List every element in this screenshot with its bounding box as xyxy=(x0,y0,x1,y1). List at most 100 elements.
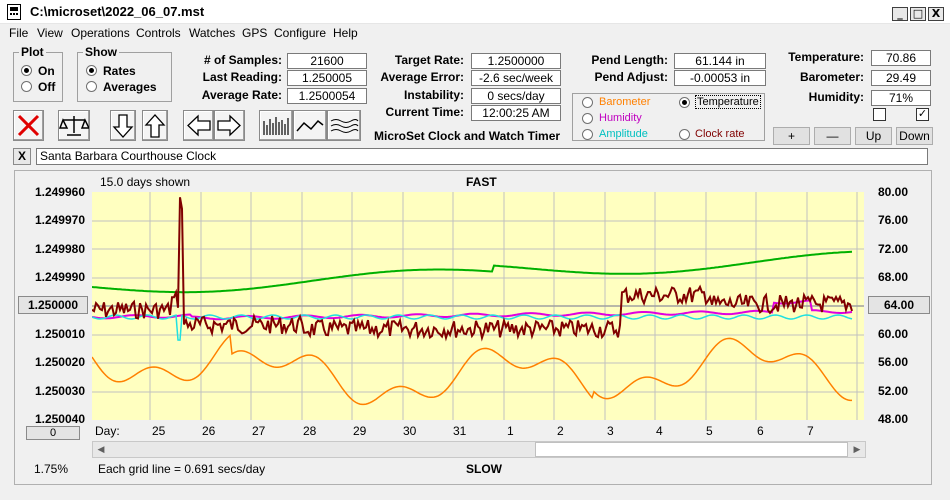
center-value-button[interactable]: 1.250000 xyxy=(18,296,88,314)
show-averages-radio[interactable] xyxy=(86,81,97,92)
channel-select-group xyxy=(572,93,765,141)
arrow-down-icon xyxy=(112,114,134,138)
stop-x-icon xyxy=(17,114,40,137)
scroll-left-icon[interactable]: ◀ xyxy=(93,442,109,457)
last-reading-label: Last Reading: xyxy=(202,70,282,84)
show-rates-radio[interactable] xyxy=(86,65,97,76)
close-watch-button[interactable]: X xyxy=(13,148,31,165)
average-rate-label: Average Rate: xyxy=(201,88,282,102)
checkbox-right[interactable]: ✓ xyxy=(916,108,929,121)
channel-barometer-radio[interactable] xyxy=(582,97,593,108)
channel-humidity-label: Humidity xyxy=(599,112,642,124)
maximize-button[interactable]: □ xyxy=(910,7,926,21)
right-center-button[interactable]: 64.00 xyxy=(868,296,930,314)
left-tick-label: 1.250020 xyxy=(34,355,85,369)
channel-temperature-radio[interactable] xyxy=(679,97,690,108)
days-shown-label: 15.0 days shown xyxy=(100,175,191,189)
minus-button[interactable]: — xyxy=(814,127,851,145)
clock-rate-trace xyxy=(92,197,853,342)
pend-length-field[interactable]: 61.144 in xyxy=(674,53,766,69)
menu-operations[interactable]: Operations xyxy=(71,26,130,40)
day-tick-label: 1 xyxy=(507,424,514,438)
current-time-label: Current Time: xyxy=(385,105,464,119)
day-axis-label: Day: xyxy=(95,424,120,438)
up-arrow-button[interactable] xyxy=(142,110,168,141)
menu-controls[interactable]: Controls xyxy=(136,26,181,40)
average-rate-field: 1.2500054 xyxy=(287,88,367,104)
channel-humidity-radio[interactable] xyxy=(582,113,593,124)
day-tick-label: 27 xyxy=(252,424,266,438)
left-tick-label: 1.250010 xyxy=(34,327,85,341)
humidity-field: 71% xyxy=(871,90,931,106)
target-rate-field[interactable]: 1.2500000 xyxy=(471,53,561,69)
balance-scale-icon xyxy=(58,116,91,136)
plot-off-radio[interactable] xyxy=(21,81,32,92)
close-button[interactable]: X xyxy=(928,7,944,21)
right-tick-label: 60.00 xyxy=(877,327,908,341)
day-tick-label: 29 xyxy=(353,424,367,438)
day-tick-label: 2 xyxy=(557,424,564,438)
arrow-right-icon xyxy=(217,114,241,137)
app-name-label: MicroSet Clock and Watch Timer xyxy=(374,129,561,143)
scroll-right-icon[interactable]: ▶ xyxy=(849,442,865,457)
left-tick-label: 1.250040 xyxy=(34,412,85,426)
channel-amplitude-label: Amplitude xyxy=(599,128,648,140)
histogram-button[interactable] xyxy=(259,110,293,141)
up-button[interactable]: Up xyxy=(855,127,892,145)
show-averages-label: Averages xyxy=(103,80,157,94)
left-tick-label: 1.249960 xyxy=(34,185,85,199)
slow-label: SLOW xyxy=(466,462,502,476)
menu-view[interactable]: View xyxy=(37,26,63,40)
menu-file[interactable]: File xyxy=(9,26,29,40)
right-tick-label: 80.00 xyxy=(877,185,908,199)
average-error-field: -2.6 sec/week xyxy=(471,70,561,86)
right-tick-label: 72.00 xyxy=(877,242,908,256)
plus-button[interactable]: + xyxy=(773,127,810,145)
right-tick-label: 48.00 xyxy=(877,412,908,426)
day-tick-label: 30 xyxy=(403,424,417,438)
plot-on-radio[interactable] xyxy=(21,65,32,76)
menu-watches[interactable]: Watches xyxy=(189,26,236,40)
channel-clockrate-label: Clock rate xyxy=(695,128,745,140)
pend-length-label: Pend Length: xyxy=(591,53,668,67)
stop-button[interactable] xyxy=(13,110,44,141)
left-arrow-button[interactable] xyxy=(183,110,214,141)
arrow-left-icon xyxy=(187,114,211,137)
window-title: C:\microset\2022_06_07.mst xyxy=(30,4,205,19)
checkbox-left[interactable] xyxy=(873,108,886,121)
rate-plot-area[interactable] xyxy=(92,192,864,420)
menu-gps[interactable]: GPS xyxy=(242,26,268,40)
day-tick-label: 25 xyxy=(152,424,166,438)
day-tick-label: 7 xyxy=(807,424,814,438)
minimize-button[interactable]: _ xyxy=(892,7,908,21)
plot-group-label: Plot xyxy=(19,45,46,59)
right-tick-label: 68.00 xyxy=(877,270,908,284)
line-graph-button[interactable] xyxy=(293,110,327,141)
right-tick-label: 52.00 xyxy=(877,384,908,398)
day-tick-label: 4 xyxy=(656,424,663,438)
channel-clockrate-radio[interactable] xyxy=(679,129,690,140)
instability-label: Instability: xyxy=(403,88,464,102)
menu-help[interactable]: Help xyxy=(333,26,358,40)
amplitude-trace xyxy=(92,314,853,341)
scroll-thumb[interactable] xyxy=(535,442,848,457)
day-tick-label: 6 xyxy=(757,424,764,438)
scroll-zero-button[interactable]: 0 xyxy=(26,426,80,440)
balance-button[interactable] xyxy=(58,110,91,141)
right-tick-label: 56.00 xyxy=(877,355,908,369)
down-button[interactable]: Down xyxy=(896,127,933,145)
left-tick-label: 1.249970 xyxy=(34,213,85,227)
pend-adjust-field: -0.00053 in xyxy=(674,70,766,86)
show-group xyxy=(77,52,172,102)
menu-configure[interactable]: Configure xyxy=(274,26,327,40)
average-error-label: Average Error: xyxy=(380,70,464,84)
temperature-label: Temperature: xyxy=(788,50,864,64)
multi-line-button[interactable] xyxy=(327,110,361,141)
right-arrow-button[interactable] xyxy=(214,110,245,141)
barometer-trace xyxy=(92,333,852,406)
day-tick-label: 3 xyxy=(607,424,614,438)
channel-amplitude-radio[interactable] xyxy=(582,129,593,140)
watch-name-field[interactable]: Santa Barbara Courthouse Clock xyxy=(36,148,928,165)
down-arrow-button[interactable] xyxy=(110,110,136,141)
humidity-trace xyxy=(92,299,853,321)
